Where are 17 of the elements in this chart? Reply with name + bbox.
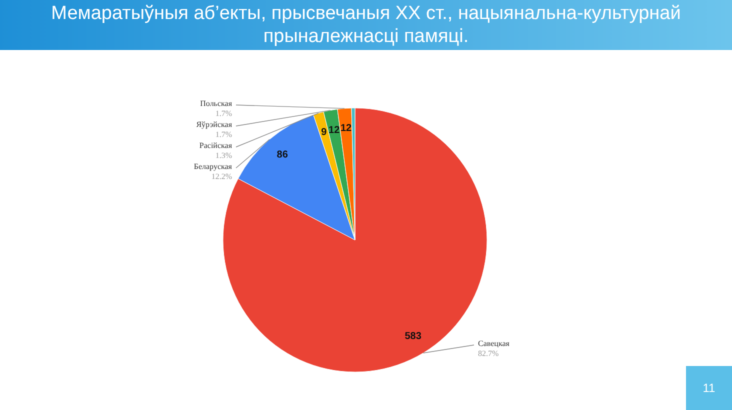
data-label: 583: [404, 331, 422, 342]
slice-label: Беларуская: [194, 162, 232, 171]
slice-label: Расійская: [199, 141, 232, 150]
data-label: 9: [321, 127, 328, 138]
text: 82.7%: [478, 349, 499, 358]
text: 11: [686, 366, 732, 410]
chart-title: Мемаратыўныя аб’екты, прысвечаныя XX ст., нацыянальна-культурнай прыналежнасці памяці.: [50, 2, 682, 48]
data-label: 12: [328, 124, 340, 136]
data-label: 12: [340, 123, 352, 134]
data-label: 86: [276, 149, 288, 160]
slice-label: Савецкая: [478, 339, 510, 348]
text: 1.7%: [215, 130, 232, 139]
slice-label: Польская: [200, 99, 232, 108]
slice-label: Яўрэйская: [196, 120, 232, 129]
text: 1.3%: [215, 151, 232, 160]
text: 1.7%: [215, 109, 232, 118]
text: 12.2%: [211, 172, 232, 181]
